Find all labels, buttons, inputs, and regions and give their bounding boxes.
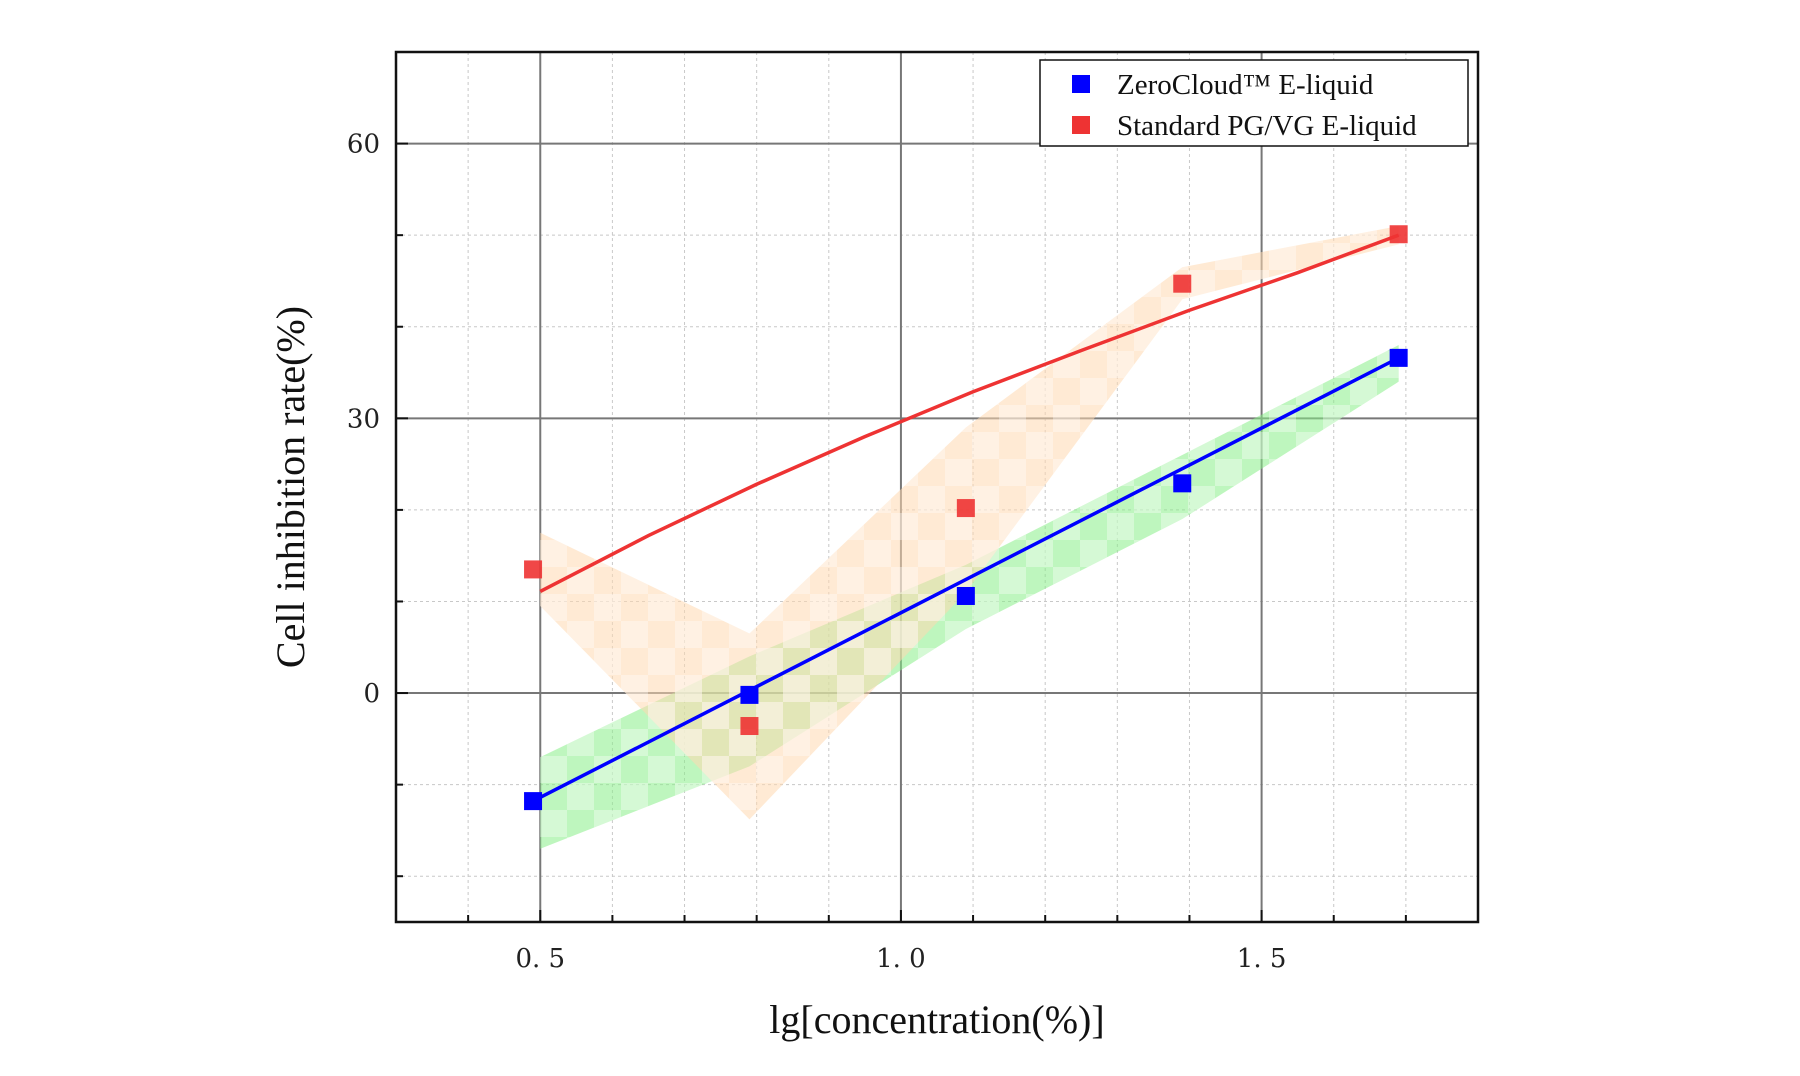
tick-layer: 0. 5 1. 0 1. 5 0 30 60 — [347, 130, 1407, 974]
y-tick-label: 60 — [347, 130, 380, 160]
data-point-series-0 — [1173, 474, 1192, 493]
x-tick-label: 1. 0 — [876, 944, 926, 974]
legend-label-zerocloud: ZeroCloud™ E-liquid — [1117, 69, 1374, 101]
y-axis-title: Cell inhibition rate(%) — [268, 306, 313, 668]
fit-line-0 — [532, 356, 1400, 803]
legend-label-standard-pgvg: Standard PG/VG E-liquid — [1117, 110, 1417, 142]
legend-marker-zerocloud — [1072, 75, 1090, 93]
point-layer — [524, 225, 1408, 811]
data-point-series-1 — [524, 560, 543, 579]
data-point-series-1 — [1173, 274, 1192, 293]
plot-frame — [394, 50, 1480, 924]
band-layer — [540, 226, 1399, 849]
legend-marker-standard-pgvg — [1072, 116, 1090, 134]
x-axis-title: lg[concentration(%)] — [769, 997, 1104, 1042]
data-point-series-0 — [1389, 348, 1408, 367]
data-point-series-1 — [740, 717, 759, 736]
data-point-series-0 — [956, 586, 975, 605]
legend-box — [1039, 59, 1469, 147]
y-tick-label: 30 — [347, 404, 380, 434]
x-tick-label: 1. 5 — [1237, 944, 1287, 974]
data-point-series-0 — [740, 685, 759, 704]
y-tick-label: 0 — [363, 679, 380, 709]
confidence-band-texture-1 — [540, 226, 1399, 820]
fit-line-1 — [539, 233, 1400, 593]
x-tick-label: 0. 5 — [515, 944, 565, 974]
legend: ZeroCloud™ E-liquid Standard PG/VG E-liq… — [1039, 59, 1469, 147]
line-layer — [532, 233, 1400, 803]
data-point-series-1 — [1389, 225, 1408, 244]
data-point-series-0 — [524, 792, 543, 811]
data-point-series-1 — [956, 499, 975, 518]
